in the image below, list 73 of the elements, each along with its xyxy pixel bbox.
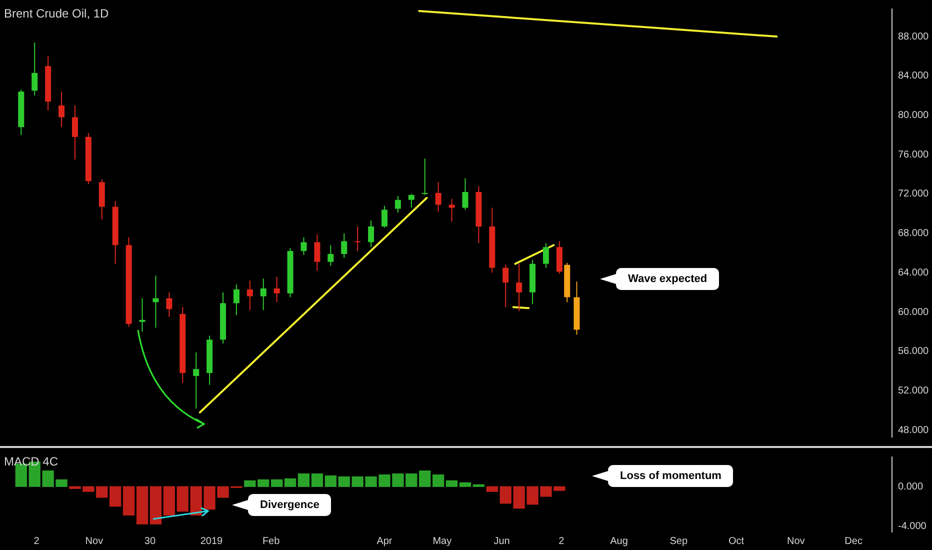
x-tick-label: Nov	[786, 536, 805, 547]
candlestick	[341, 232, 348, 258]
y-tick-label: 80.000	[898, 110, 930, 122]
candlestick	[233, 284, 240, 316]
candlestick	[408, 193, 414, 208]
bar	[244, 480, 256, 487]
y-tick-label: 84.000	[898, 70, 930, 82]
x-tick-label: Apr	[376, 536, 393, 547]
bar	[459, 482, 472, 487]
candlestick	[435, 182, 442, 212]
bar	[324, 475, 336, 487]
candlestick	[314, 234, 320, 272]
bar	[472, 484, 485, 487]
bar	[271, 479, 283, 487]
candlestick	[72, 104, 78, 160]
x-tick-label: Nov	[85, 536, 104, 547]
y-tick-label: -4.000	[898, 520, 927, 532]
bar	[486, 486, 498, 492]
candlestick	[354, 226, 361, 252]
candlestick	[368, 220, 374, 248]
candlestick	[58, 91, 65, 128]
x-tick-label: Sep	[670, 536, 688, 547]
chart-title: Brent Crude Oil, 1D	[4, 6, 110, 20]
bar	[284, 478, 296, 487]
y-tick-label: 64.000	[898, 267, 930, 278]
bar	[446, 480, 458, 487]
y-tick-label: 68.000	[898, 228, 930, 240]
x-tick-label: Dec	[844, 536, 862, 547]
candlestick	[328, 244, 334, 266]
y-tick-label: 52.000	[898, 386, 930, 397]
candlestick	[32, 42, 38, 96]
candlestick	[502, 264, 509, 308]
bar	[176, 486, 188, 512]
bar	[419, 470, 431, 487]
candlestick	[542, 242, 549, 268]
y-tick-label: 0.000	[898, 481, 924, 492]
bar	[110, 486, 122, 507]
candlestick	[193, 352, 200, 409]
candlestick	[516, 263, 522, 312]
bar	[432, 474, 444, 487]
candlestick	[246, 280, 253, 311]
bar	[163, 486, 176, 516]
candlestick	[166, 292, 172, 318]
bar	[122, 486, 135, 516]
candlestick	[260, 278, 266, 311]
y-tick-label: 72.000	[898, 188, 930, 200]
bar	[136, 486, 148, 524]
x-tick-label: 2	[558, 536, 565, 547]
x-tick-label: Feb	[262, 536, 280, 547]
annotation: Divergence	[248, 494, 332, 516]
bar	[150, 486, 162, 524]
y-tick-label: 48.000	[898, 424, 930, 436]
candlestick	[394, 195, 401, 214]
candlestick	[139, 298, 146, 332]
y-tick-label: 60.000	[898, 306, 930, 318]
x-tick-label: May	[432, 536, 452, 547]
y-tick-label: 76.000	[898, 149, 930, 160]
bar	[298, 473, 310, 487]
x-tick-label: 30	[144, 536, 156, 547]
bar	[311, 473, 324, 487]
bar	[258, 479, 270, 487]
x-tick-label: 2019	[200, 536, 224, 547]
x-tick-label: Jun	[494, 536, 510, 547]
y-tick-label: 56.000	[898, 346, 930, 358]
candlestick	[462, 178, 468, 210]
x-tick-label: 2	[34, 536, 40, 547]
x-tick-label: Oct	[728, 536, 744, 547]
candlestick	[274, 276, 280, 303]
candlestick	[422, 158, 428, 196]
y-tick-label: 88.000	[898, 31, 930, 42]
candlestick	[381, 205, 388, 228]
x-tick-label: Aug	[610, 536, 628, 547]
candlestick	[300, 236, 307, 256]
